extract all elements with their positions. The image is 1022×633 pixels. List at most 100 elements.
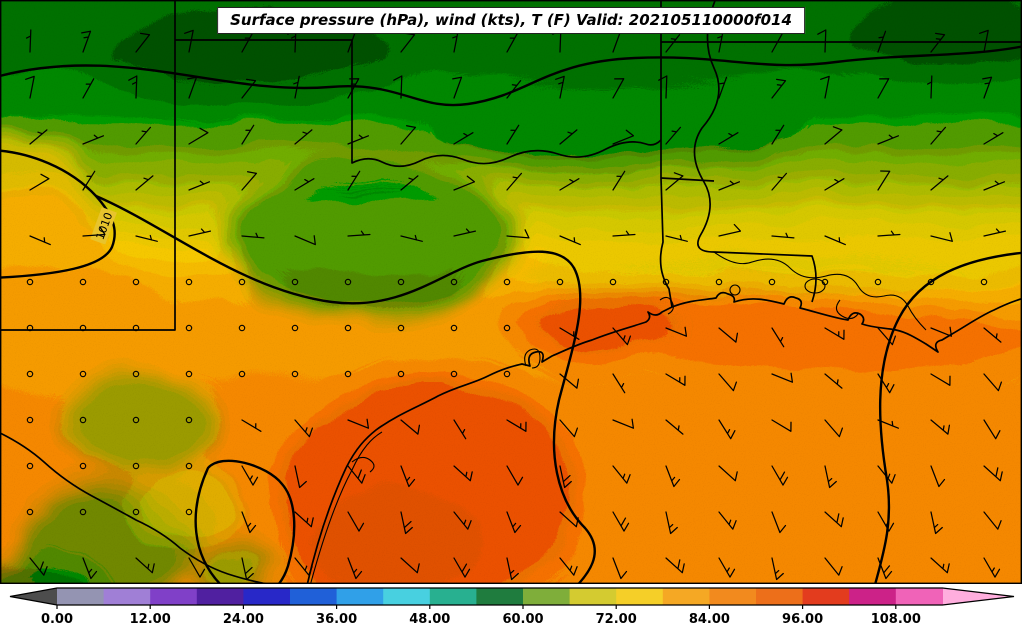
calm-wind-circle	[26, 462, 34, 470]
wind-barb	[347, 511, 365, 532]
calm-wind-circle	[556, 278, 564, 286]
wind-barb	[930, 557, 950, 574]
wind-barb	[665, 326, 688, 337]
wind-barb	[135, 234, 158, 242]
calm-wind-circle	[874, 278, 882, 286]
calm-wind-circle	[768, 278, 776, 286]
wind-barb	[82, 557, 98, 580]
wind-barb	[771, 511, 787, 534]
wind-barb	[820, 75, 830, 99]
wind-barb	[983, 373, 1003, 392]
wind-barb	[241, 232, 265, 239]
wind-barb	[293, 75, 300, 99]
calm-wind-circle	[26, 416, 34, 424]
wind-barb	[817, 29, 827, 53]
calm-wind-circle	[79, 370, 87, 378]
calm-wind-circle	[132, 324, 140, 332]
calm-wind-circle	[450, 324, 458, 332]
calm-wind-circle	[238, 324, 246, 332]
wind-barb	[877, 134, 900, 145]
wind-barb	[559, 373, 580, 389]
calm-wind-circle	[26, 508, 34, 516]
wind-barb	[718, 327, 739, 343]
wind-barb	[506, 419, 527, 432]
wind-barb	[559, 235, 581, 246]
calm-wind-circle	[291, 370, 299, 378]
wind-barb	[188, 127, 209, 145]
wind-barb	[665, 373, 686, 386]
wind-barb	[82, 78, 95, 99]
wind-barb	[506, 80, 522, 99]
colorbar-tick-label: 60.00	[502, 612, 543, 627]
wind-barb	[983, 465, 1003, 482]
wind-barb	[506, 465, 524, 486]
calm-wind-circle	[927, 278, 935, 286]
calm-wind-circle	[238, 278, 246, 286]
wind-barb	[612, 78, 625, 99]
wind-barb	[718, 373, 738, 392]
colorbar-tick-label: 24.00	[223, 612, 264, 627]
wind-barb	[824, 557, 843, 576]
wind-barb	[877, 465, 896, 484]
wind-barb	[612, 170, 626, 191]
wind-barb	[400, 125, 417, 145]
wind-barb	[347, 134, 370, 145]
wind-barb	[29, 129, 48, 145]
wind-barb	[559, 178, 580, 191]
calm-wind-circle	[980, 278, 988, 286]
colorbar-segment	[895, 588, 943, 605]
wind-barb	[612, 557, 628, 580]
colorbar-segment	[662, 588, 710, 605]
wind-barb	[294, 511, 314, 528]
wind-barb	[135, 126, 152, 145]
wind-barb	[930, 326, 953, 337]
wind-barb	[824, 419, 844, 438]
wind-barb	[82, 226, 106, 237]
wind-barb	[29, 557, 48, 576]
wind-barb	[453, 465, 473, 482]
wind-barb	[135, 32, 151, 53]
colorbar-tick-label: 36.00	[316, 612, 357, 627]
colorbar-segment	[849, 588, 897, 605]
wind-barb	[771, 124, 785, 145]
wind-barb	[771, 232, 795, 239]
wind-barb	[718, 465, 738, 482]
calm-wind-circle	[79, 324, 87, 332]
wind-barb	[294, 129, 313, 145]
wind-barb	[400, 234, 423, 242]
wind-barb	[612, 327, 632, 346]
wind-barb	[241, 465, 259, 486]
calm-wind-circle	[291, 278, 299, 286]
calm-wind-circle	[26, 278, 34, 286]
colorbar-tick-label: 84.00	[689, 612, 730, 627]
wind-barb	[983, 327, 1002, 343]
calm-wind-circle	[79, 462, 87, 470]
wind-barb	[453, 557, 471, 578]
wind-barb	[453, 419, 467, 440]
wind-barb	[877, 78, 890, 99]
wind-barb	[393, 75, 403, 99]
colorbar-segment	[569, 588, 617, 605]
wind-barb	[665, 172, 684, 191]
wind-barb	[982, 76, 993, 99]
wind-barb	[718, 76, 728, 99]
wind-barb	[135, 175, 154, 191]
calm-wind-circle	[79, 278, 87, 286]
colorbar-segment	[523, 588, 571, 605]
colorbar-tick-label: 96.00	[782, 612, 823, 627]
calm-wind-circle	[185, 508, 193, 516]
wind-barb	[877, 557, 893, 580]
wind-barb	[81, 30, 92, 53]
wind-barb	[612, 511, 630, 532]
wind-barb	[771, 557, 784, 581]
calm-wind-circle	[185, 416, 193, 424]
wind-barb	[979, 29, 989, 53]
calm-wind-circle	[132, 508, 140, 516]
wind-barb	[241, 124, 255, 145]
colorbar-tick-label: 48.00	[409, 612, 450, 627]
colorbar-segment	[756, 588, 804, 605]
wind-barb	[877, 230, 901, 237]
wind-barb	[771, 327, 785, 348]
wind-barb	[612, 465, 631, 484]
wind-barb	[930, 175, 949, 191]
